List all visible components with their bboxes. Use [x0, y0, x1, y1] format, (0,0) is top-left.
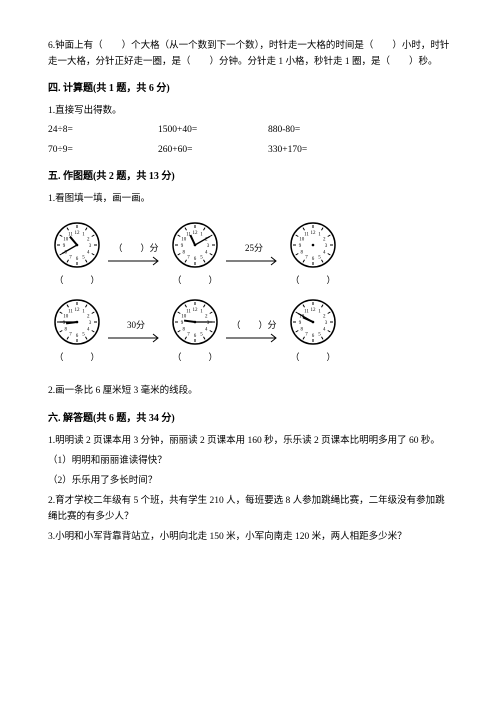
- svg-text:10: 10: [63, 315, 69, 320]
- arrow-icon: [226, 256, 282, 266]
- arrow-icon: [108, 256, 164, 266]
- worksheet-page: 6.钟面上有（ ）个大格（从一个数到下一个数），时针走一大格的时间是（ ）小时，…: [0, 0, 500, 707]
- paren-blank: （ ）: [172, 350, 217, 365]
- svg-text:10: 10: [181, 315, 187, 320]
- clock-cell: 123456789101112 （ ）: [169, 219, 221, 288]
- section-5-title: 五. 作图题(共 2 题，共 13 分): [48, 168, 452, 185]
- clock-icon: 123456789101112: [51, 296, 103, 348]
- sec6-question-1-2: （2）乐乐用了多长时间？: [48, 473, 452, 489]
- clock-icon: 123456789101112: [169, 219, 221, 271]
- arrow-cell: 30分: [108, 318, 164, 343]
- section-6-title: 六. 解答题(共 6 题，共 34 分): [48, 410, 452, 427]
- arrow-icon: [226, 333, 282, 343]
- sec5-question-2: 2.画一条比 6 厘米短 3 毫米的线段。: [48, 383, 452, 399]
- paren-blank: （ ）: [290, 350, 335, 365]
- svg-text:11: 11: [186, 310, 191, 315]
- section-4-title: 四. 计算题(共 1 题，共 6 分): [48, 80, 452, 97]
- calc-cell: 70÷9=: [48, 142, 158, 158]
- arrow-label: 30分: [127, 318, 145, 333]
- arrow-label: （ ）分: [113, 241, 158, 256]
- sec6-question-3: 3.小明和小军背靠背站立，小明向北走 150 米，小军向南走 120 米，两人相…: [48, 529, 452, 545]
- sec6-question-1-1: （1）明明和丽丽谁读得快？: [48, 453, 452, 469]
- calc-cell: 260+60=: [158, 142, 268, 158]
- svg-text:10: 10: [299, 237, 305, 242]
- paren-blank: （ ）: [54, 350, 99, 365]
- paren-blank: （ ）: [172, 273, 217, 288]
- svg-text:12: 12: [75, 231, 81, 236]
- svg-text:11: 11: [68, 310, 73, 315]
- clocks-container: 123456789101112 （ ） （ ）分 123456789101112…: [48, 219, 452, 366]
- arrow-label: 25分: [245, 241, 263, 256]
- svg-text:12: 12: [311, 308, 317, 313]
- clock-cell: 123456789101112 （ ）: [51, 296, 103, 365]
- clock-cell: 123456789101112 （ ）: [287, 219, 339, 288]
- calc-row-1: 24÷8= 1500+40= 880-80=: [48, 122, 452, 138]
- question-6: 6.钟面上有（ ）个大格（从一个数到下一个数），时针走一大格的时间是（ ）小时，…: [48, 38, 452, 70]
- calc-cell: 330+170=: [268, 142, 378, 158]
- calc-cell: 880-80=: [268, 122, 378, 138]
- clock-icon: 123456789101112: [51, 219, 103, 271]
- svg-text:12: 12: [193, 231, 199, 236]
- arrow-cell: 25分: [226, 241, 282, 266]
- arrow-cell: （ ）分: [108, 241, 164, 266]
- clock-cell: 123456789101112 （ ）: [169, 296, 221, 365]
- clock-cell: 123456789101112 （ ）: [287, 296, 339, 365]
- arrow-label: （ ）分: [231, 318, 276, 333]
- sec5-question-1: 1.看图填一填，画一画。: [48, 191, 452, 207]
- calc-row-2: 70÷9= 260+60= 330+170=: [48, 142, 452, 158]
- svg-text:11: 11: [304, 310, 309, 315]
- sec4-question: 1.直接写出得数。: [48, 103, 452, 119]
- svg-text:11: 11: [304, 233, 309, 238]
- svg-text:12: 12: [311, 231, 317, 236]
- svg-text:10: 10: [181, 237, 187, 242]
- clock-row-2: 123456789101112 （ ） 30分 123456789101112 …: [48, 296, 452, 365]
- arrow-cell: （ ）分: [226, 318, 282, 343]
- clock-icon: 123456789101112: [169, 296, 221, 348]
- sec6-question-1: 1.明明读 2 页课本用 3 分钟，丽丽读 2 页课本用 160 秒，乐乐读 2…: [48, 433, 452, 449]
- arrow-icon: [108, 333, 164, 343]
- svg-text:10: 10: [63, 237, 69, 242]
- clock-cell: 123456789101112 （ ）: [51, 219, 103, 288]
- calc-cell: 24÷8=: [48, 122, 158, 138]
- svg-text:12: 12: [193, 308, 199, 313]
- paren-blank: （ ）: [54, 273, 99, 288]
- calc-cell: 1500+40=: [158, 122, 268, 138]
- clock-row-1: 123456789101112 （ ） （ ）分 123456789101112…: [48, 219, 452, 288]
- clock-icon: 123456789101112: [287, 219, 339, 271]
- svg-text:12: 12: [75, 308, 81, 313]
- sec6-question-2: 2.育才学校二年级有 5 个班，共有学生 210 人，每班要选 8 人参加跳绳比…: [48, 493, 452, 525]
- clock-icon: 123456789101112: [287, 296, 339, 348]
- paren-blank: （ ）: [290, 273, 335, 288]
